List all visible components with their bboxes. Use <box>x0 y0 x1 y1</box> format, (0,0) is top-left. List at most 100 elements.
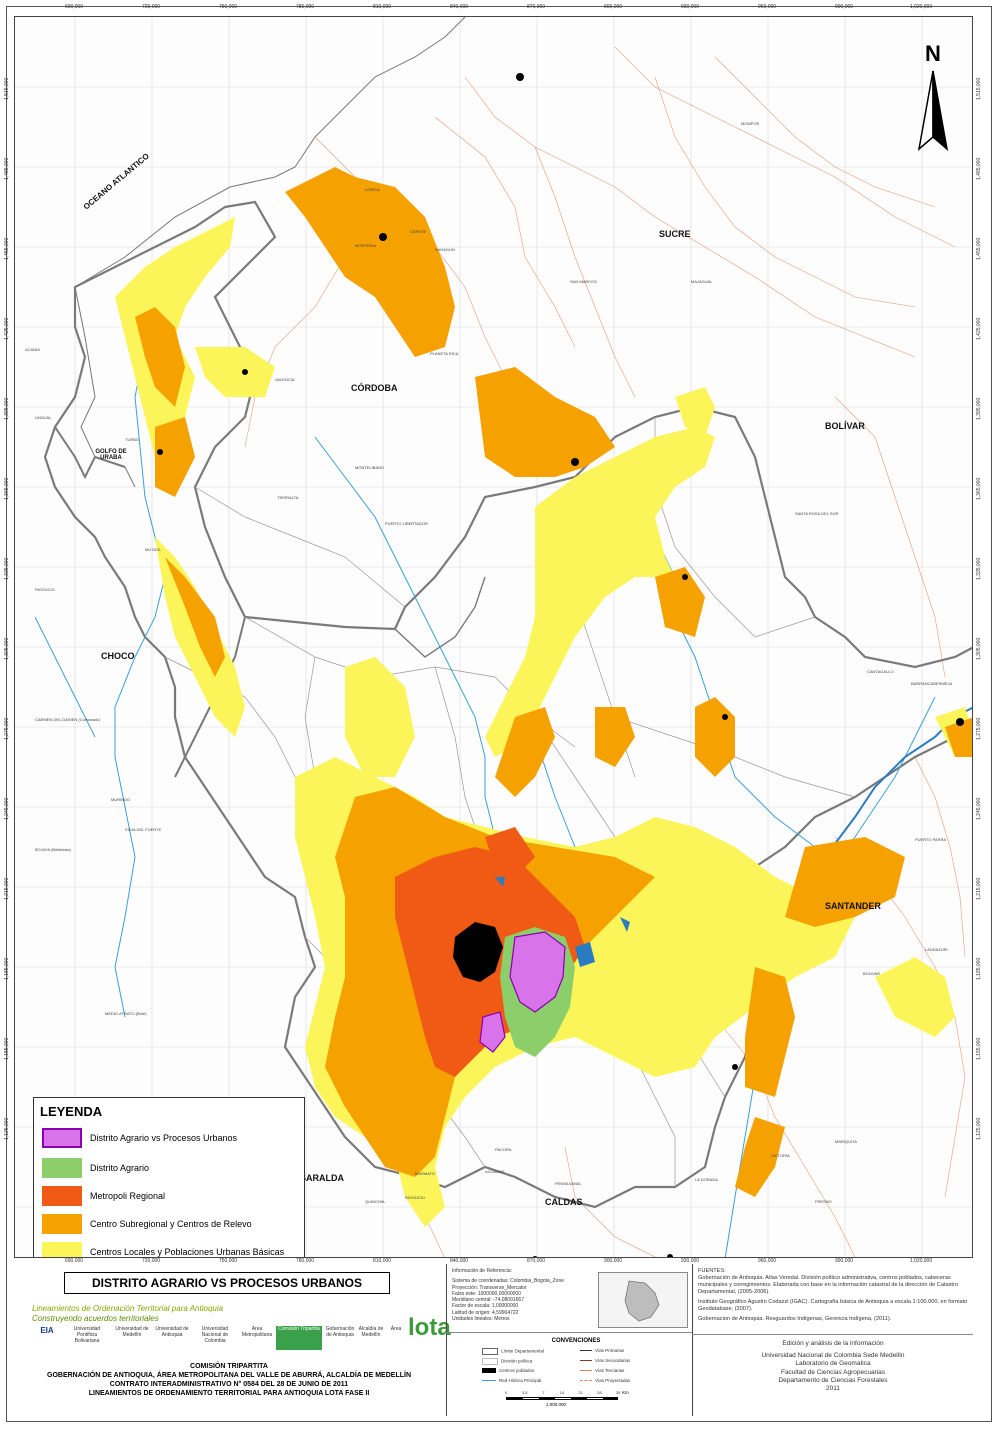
legend-item-distrito-agrario: Distrito Agrario <box>42 1158 304 1180</box>
grid-lines <box>15 17 972 1257</box>
town-label: CANTAGALLO <box>867 669 894 674</box>
town-label: MONTERIA <box>355 243 377 248</box>
source-line: Instituto Geográfico Agustín Codazzi (IG… <box>698 1299 968 1312</box>
grid-y-label: 1,305,000 <box>4 637 10 660</box>
label-choco: CHOCO <box>101 651 135 661</box>
legend-swatch <box>42 1128 82 1148</box>
legend-item-metropoli: Metropoli Regional <box>42 1186 304 1208</box>
subtitle-lineamientos: Lineamientos de Ordenación Territorial p… <box>32 1304 224 1313</box>
comision-line: LINEAMIENTOS DE ORDENAMIENTO TERRITORIAL… <box>88 1390 370 1397</box>
grid-x-label: 720,000 <box>141 1258 161 1264</box>
conv-division: División política <box>482 1358 532 1365</box>
grid-y-label: 1,485,000 <box>976 157 982 180</box>
town-label: UNGUIA <box>35 415 51 420</box>
ref-line: Sistema de coordenadas: Colombia_Bogota_… <box>452 1278 565 1285</box>
legend-label: Centros Locales y Poblaciones Urbanas Bá… <box>90 1247 285 1257</box>
label-risaralda: RISARALDA <box>291 1173 344 1183</box>
legend: LEYENDA Distrito Agrario vs Procesos Urb… <box>33 1097 305 1257</box>
scale-tick: 28 <box>597 1390 602 1395</box>
grid-x-label: 750,000 <box>218 4 238 10</box>
grid-x-label: 1,020,000 <box>909 1258 933 1264</box>
location-inset-map <box>598 1272 688 1328</box>
conv-centros: Centros poblados <box>482 1368 534 1374</box>
logo-udem: Universidad de Medellín <box>115 1326 149 1338</box>
ref-line: Falso este: 1000000,00000000 <box>452 1290 521 1297</box>
label-bolivar: BOLÍVAR <box>825 421 865 431</box>
town-label: MARMATO <box>415 1171 436 1176</box>
conv-vias-terciarias: Vías Terciarias <box>580 1368 624 1373</box>
urban-medellin <box>453 922 503 982</box>
grid-x-label: 690,000 <box>64 1258 84 1264</box>
town-label: QUINCHIA <box>365 1199 385 1204</box>
credit-line: Edición y análisis de la información <box>782 1340 884 1347</box>
scale-tick: 3,5 <box>521 1390 528 1395</box>
town-label: BOJAYA (Bellavista) <box>35 847 71 852</box>
grid-x-labels-top: 690,000 720,000 750,000 780,000 810,000 840,0… <box>14 4 973 16</box>
grid-x-label: 720,000 <box>141 4 161 10</box>
scale-tick: 14 <box>559 1390 565 1395</box>
zone-distrito-vs-urbano <box>509 931 566 1013</box>
town-label: MAJAGUAL <box>691 279 713 284</box>
legend-item-distrito-vs-urbano: Distrito Agrario vs Procesos Urbanos <box>42 1128 304 1150</box>
legend-swatch <box>42 1158 82 1178</box>
grid-x-labels-bottom: 690,000 720,000 750,000 780,000 810,000 840,0… <box>14 1258 973 1270</box>
grid-y-label: 1,365,000 <box>4 477 10 500</box>
map-canvas <box>15 17 972 1257</box>
legend-swatch <box>42 1214 82 1234</box>
grid-y-label: 1,395,000 <box>4 397 10 420</box>
legend-label: Centro Subregional y Centros de Relevo <box>90 1219 252 1229</box>
town-label: PUERTO PARRA <box>915 837 947 842</box>
subtitle-acuerdos: Construyendo acuerdos territoriales <box>32 1314 159 1323</box>
reference-info: Información de Referencia: Sistema de co… <box>452 1268 564 1322</box>
comision-line: GOBERNACIÓN DE ANTIOQUIA, ÁREA METROPOLI… <box>47 1372 411 1379</box>
grid-y-label: 1,125,000 <box>976 1117 982 1140</box>
legend-swatch <box>42 1242 82 1257</box>
logo-comision: Comisión Tripartita <box>276 1326 322 1350</box>
grid-x-label: 930,000 <box>680 1258 700 1264</box>
credit-line: Laboratorio de Geomatica <box>795 1360 871 1368</box>
grid-x-label: 930,000 <box>680 4 700 10</box>
grid-y-label: 1,185,000 <box>976 957 982 980</box>
ref-line: Meridiano central: -74,08091667 <box>452 1297 524 1304</box>
divider <box>692 1334 973 1335</box>
grid-y-label: 1,335,000 <box>976 557 982 580</box>
map-frame[interactable]: OCEANO ATLANTICO CÓRDOBA SUCRE BOLÍVAR G… <box>14 16 973 1258</box>
scale-tick: 0 <box>504 1390 508 1395</box>
town-label: RIOSUCIO <box>405 1195 425 1200</box>
legend-title: LEYENDA <box>40 1104 103 1119</box>
grid-x-label: 780,000 <box>295 4 315 10</box>
town-label: SANTA ROSA DEL SUR <box>795 511 839 516</box>
grid-x-label: 780,000 <box>295 1258 315 1264</box>
grid-x-label: 870,000 <box>526 4 546 10</box>
north-arrow-icon <box>917 70 949 151</box>
town-label: AGUADAS <box>485 1169 505 1174</box>
scale-tick: 21 <box>578 1390 583 1395</box>
label-santander: SANTANDER <box>825 901 881 911</box>
source-line: Gobernacion de Antioquia. Resguardos Ind… <box>698 1316 892 1322</box>
town-label: LORICA <box>365 187 380 192</box>
comision-line: COMISIÓN TRIPARTITA <box>190 1363 268 1370</box>
conv-hidrica: Red Hídrica Principal <box>482 1378 541 1383</box>
grid-x-label: 1,020,000 <box>909 4 933 10</box>
inset-map-shape <box>624 1280 660 1322</box>
ref-line: Latitud de origen: 4,59904722 <box>452 1309 519 1316</box>
legend-label: Metropoli Regional <box>90 1191 166 1201</box>
north-arrow: N <box>903 41 963 153</box>
grid-y-label: 1,215,000 <box>976 877 982 900</box>
logo-area: Área <box>390 1326 402 1332</box>
north-letter: N <box>925 41 941 66</box>
comision-line: CONTRATO INTERADMINISTRATIVO N° 0584 DEL… <box>109 1381 349 1388</box>
town-label: VALENCIA <box>275 377 295 382</box>
grid-x-label: 960,000 <box>757 4 777 10</box>
grid-y-label: 1,515,000 <box>4 77 10 100</box>
source-line: Gobernación de Antioquia. Atlas Veredal.… <box>698 1275 958 1295</box>
grid-y-label: 1,245,000 <box>4 797 10 820</box>
grid-x-label: 960,000 <box>757 1258 777 1264</box>
grid-y-label: 1,245,000 <box>976 797 982 820</box>
credit-line: Universidad Nacional de Colombia Sede Me… <box>761 1352 905 1360</box>
town-label: CARMEN DEL DARIEN (Curbaradó) <box>35 717 100 722</box>
scale-unit: Km <box>622 1390 629 1395</box>
town-label: ACANDI <box>25 347 41 352</box>
grid-x-label: 840,000 <box>449 4 469 10</box>
grid-y-label: 1,305,000 <box>976 637 982 660</box>
